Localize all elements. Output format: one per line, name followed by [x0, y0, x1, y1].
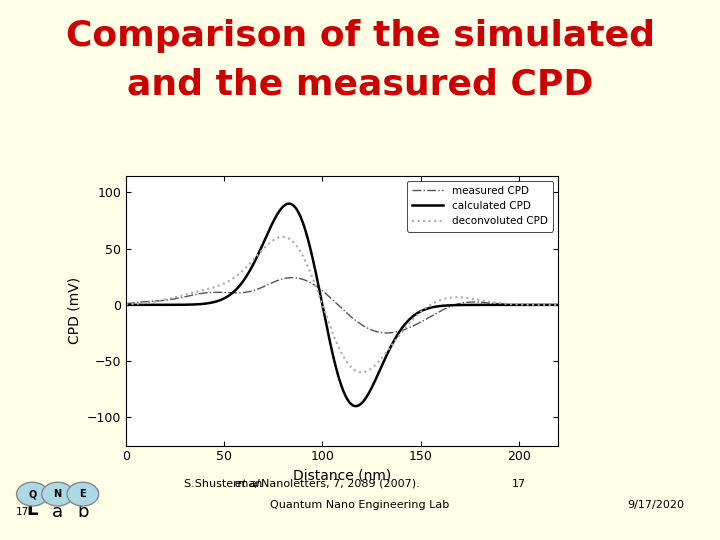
measured CPD: [332, 300, 341, 306]
X-axis label: Distance (nm): Distance (nm): [293, 469, 391, 483]
measured CPD: [541, 302, 550, 308]
measured CPD: [320, 289, 329, 296]
Text: 17: 17: [16, 507, 29, 517]
measured CPD: [382, 330, 391, 336]
Line: deconvoluted CPD: deconvoluted CPD: [126, 237, 558, 372]
deconvoluted CPD: [554, 302, 562, 308]
calculated CPD: [351, 403, 360, 409]
measured CPD: [288, 274, 297, 281]
measured CPD: [122, 300, 130, 307]
calculated CPD: [320, 314, 329, 320]
deconvoluted CPD: [144, 299, 153, 306]
Text: Q: Q: [28, 489, 37, 499]
deconvoluted CPD: [462, 295, 471, 301]
measured CPD: [541, 302, 550, 308]
measured CPD: [144, 298, 153, 305]
measured CPD: [462, 299, 471, 306]
Text: Comparison of the simulated: Comparison of the simulated: [66, 19, 654, 53]
calculated CPD: [284, 200, 293, 207]
Text: 9/17/2020: 9/17/2020: [627, 500, 684, 510]
Text: E: E: [79, 489, 86, 499]
calculated CPD: [541, 302, 550, 308]
Text: S.Shusterman: S.Shusterman: [184, 478, 266, 489]
Text: Quantum Nano Engineering Lab: Quantum Nano Engineering Lab: [271, 500, 449, 510]
Text: , Nanoletters, 7, 2089 (2007).: , Nanoletters, 7, 2089 (2007).: [254, 478, 420, 489]
Text: 17: 17: [511, 478, 526, 489]
Y-axis label: CPD (mV): CPD (mV): [67, 277, 81, 344]
calculated CPD: [122, 302, 130, 308]
Text: L: L: [27, 502, 38, 519]
calculated CPD: [332, 366, 341, 372]
Text: b: b: [77, 503, 89, 521]
calculated CPD: [462, 302, 471, 308]
Text: N: N: [53, 489, 62, 499]
deconvoluted CPD: [332, 339, 341, 345]
calculated CPD: [541, 302, 550, 308]
measured CPD: [554, 302, 562, 308]
Text: et al.: et al.: [235, 478, 264, 489]
calculated CPD: [144, 302, 153, 308]
deconvoluted CPD: [320, 308, 329, 315]
Text: a: a: [52, 503, 63, 521]
deconvoluted CPD: [357, 369, 366, 375]
Line: measured CPD: measured CPD: [126, 278, 558, 333]
Legend: measured CPD, calculated CPD, deconvoluted CPD: measured CPD, calculated CPD, deconvolut…: [407, 181, 553, 232]
Line: calculated CPD: calculated CPD: [126, 204, 558, 406]
Text: and the measured CPD: and the measured CPD: [127, 68, 593, 102]
deconvoluted CPD: [541, 302, 550, 308]
deconvoluted CPD: [541, 302, 550, 308]
deconvoluted CPD: [122, 301, 130, 308]
deconvoluted CPD: [279, 234, 287, 240]
calculated CPD: [554, 302, 562, 308]
